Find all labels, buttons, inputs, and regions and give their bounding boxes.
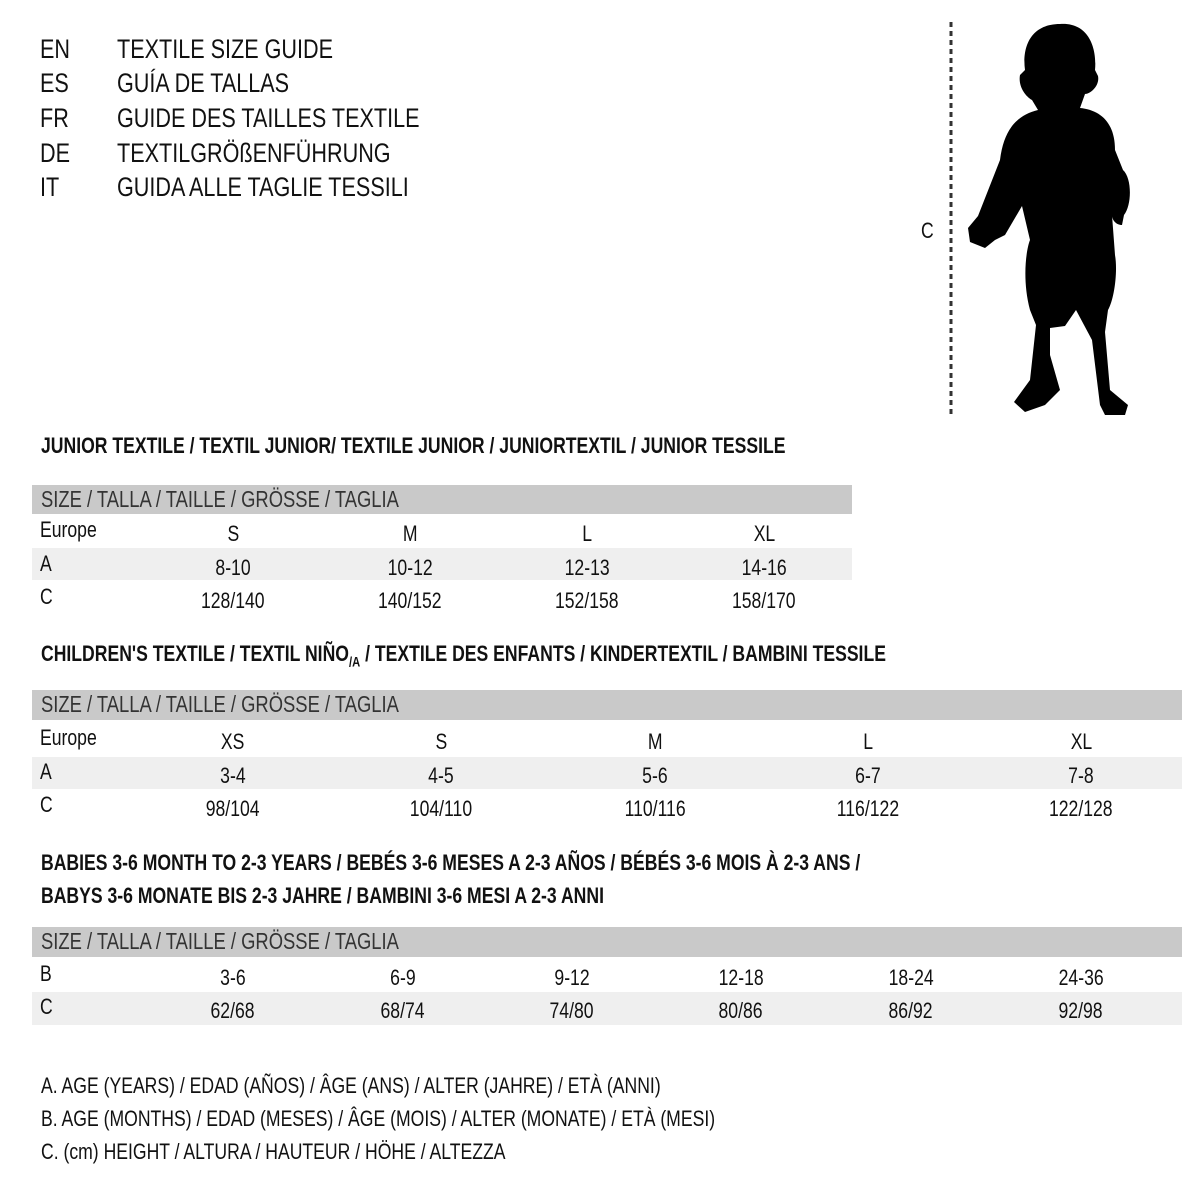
table-cell: S: [435, 729, 447, 754]
child-silhouette-icon: [949, 22, 1130, 415]
row-label: C: [40, 584, 53, 609]
lang-code: FR: [40, 103, 69, 133]
row-label: Europe: [40, 725, 97, 750]
table-cell: 4-5: [428, 763, 454, 788]
table-cell: 122/128: [1049, 796, 1113, 821]
table-cell: 86/92: [888, 998, 934, 1023]
table-cell: S: [227, 521, 239, 546]
table-cell: 110/116: [624, 796, 686, 821]
table-cell: 18-24: [888, 965, 934, 990]
table-cell: 7-8: [1068, 763, 1094, 788]
table-cell: 62/68: [210, 998, 256, 1023]
table-cell: 12-13: [564, 555, 610, 580]
table-cell: 152/158: [555, 588, 619, 613]
table-cell: 104/110: [409, 796, 473, 821]
row-shade: [32, 548, 852, 580]
lang-code: IT: [40, 172, 60, 202]
row-label: Europe: [40, 517, 97, 542]
table-cell: 74/80: [549, 998, 595, 1023]
table-cell: 68/74: [380, 998, 426, 1023]
table-cell: 116/122: [836, 796, 900, 821]
table-cell: 80/86: [718, 998, 764, 1023]
children-heading: CHILDREN'S TEXTILE / TEXTIL NIÑO/A / TEX…: [41, 641, 886, 670]
table-cell: 3-4: [220, 763, 246, 788]
table-cell: 10-12: [387, 555, 433, 580]
table-cell: 6-7: [855, 763, 881, 788]
lang-code: ES: [40, 68, 69, 98]
size-header-bar: SIZE / TALLA / TAILLE / GRÖSSE / TAGLIA: [32, 927, 1182, 957]
table-cell: 12-18: [718, 965, 764, 990]
legend-item: B. AGE (MONTHS) / EDAD (MESES) / ÂGE (MO…: [41, 1106, 716, 1131]
table-cell: 3-6: [220, 965, 246, 990]
size-header-bar: SIZE / TALLA / TAILLE / GRÖSSE / TAGLIA: [32, 485, 852, 514]
table-cell: 92/98: [1058, 998, 1104, 1023]
babies-heading: BABYS 3-6 MONATE BIS 2-3 JAHRE / BAMBINI…: [41, 883, 604, 908]
table-cell: 98/104: [206, 796, 260, 821]
table-cell: 9-12: [554, 965, 590, 990]
table-cell: L: [582, 521, 592, 546]
row-label: C: [40, 994, 53, 1019]
table-cell: 14-16: [741, 555, 787, 580]
table-cell: L: [863, 729, 873, 754]
table-cell: 158/170: [732, 588, 796, 613]
row-label: C: [40, 792, 53, 817]
title-text: GUÍA DE TALLAS: [117, 68, 290, 98]
table-cell: XS: [221, 729, 245, 754]
title-text: GUIDE DES TAILLES TEXTILE: [117, 103, 420, 133]
table-cell: 6-9: [390, 965, 416, 990]
junior-heading: JUNIOR TEXTILE / TEXTIL JUNIOR/ TEXTILE …: [41, 433, 786, 458]
table-cell: M: [647, 729, 663, 754]
height-label: C: [921, 218, 934, 243]
title-text: GUIDA ALLE TAGLIE TESSILI: [117, 172, 409, 202]
table-cell: 24-36: [1058, 965, 1104, 990]
table-cell: M: [402, 521, 418, 546]
lang-code: EN: [40, 34, 71, 64]
table-cell: 5-6: [642, 763, 668, 788]
table-cell: 128/140: [201, 588, 265, 613]
lang-code: DE: [40, 138, 71, 168]
size-header-bar: SIZE / TALLA / TAILLE / GRÖSSE / TAGLIA: [32, 690, 1182, 720]
row-label: A: [40, 759, 52, 784]
row-shade: [32, 757, 1182, 789]
babies-heading: BABIES 3-6 MONTH TO 2-3 YEARS / BEBÉS 3-…: [41, 850, 861, 875]
table-cell: XL: [753, 521, 775, 546]
table-cell: 8-10: [215, 555, 251, 580]
legend-item: C. (cm) HEIGHT / ALTURA / HAUTEUR / HÖHE…: [41, 1139, 506, 1164]
title-text: TEXTILE SIZE GUIDE: [117, 34, 334, 64]
title-text: TEXTILGRÖßENFÜHRUNG: [117, 138, 391, 168]
table-cell: XL: [1070, 729, 1092, 754]
table-cell: 140/152: [378, 588, 442, 613]
row-shade: [32, 992, 1182, 1025]
legend-item: A. AGE (YEARS) / EDAD (AÑOS) / ÂGE (ANS)…: [41, 1073, 661, 1098]
row-label: A: [40, 551, 52, 576]
row-label: B: [40, 961, 52, 986]
